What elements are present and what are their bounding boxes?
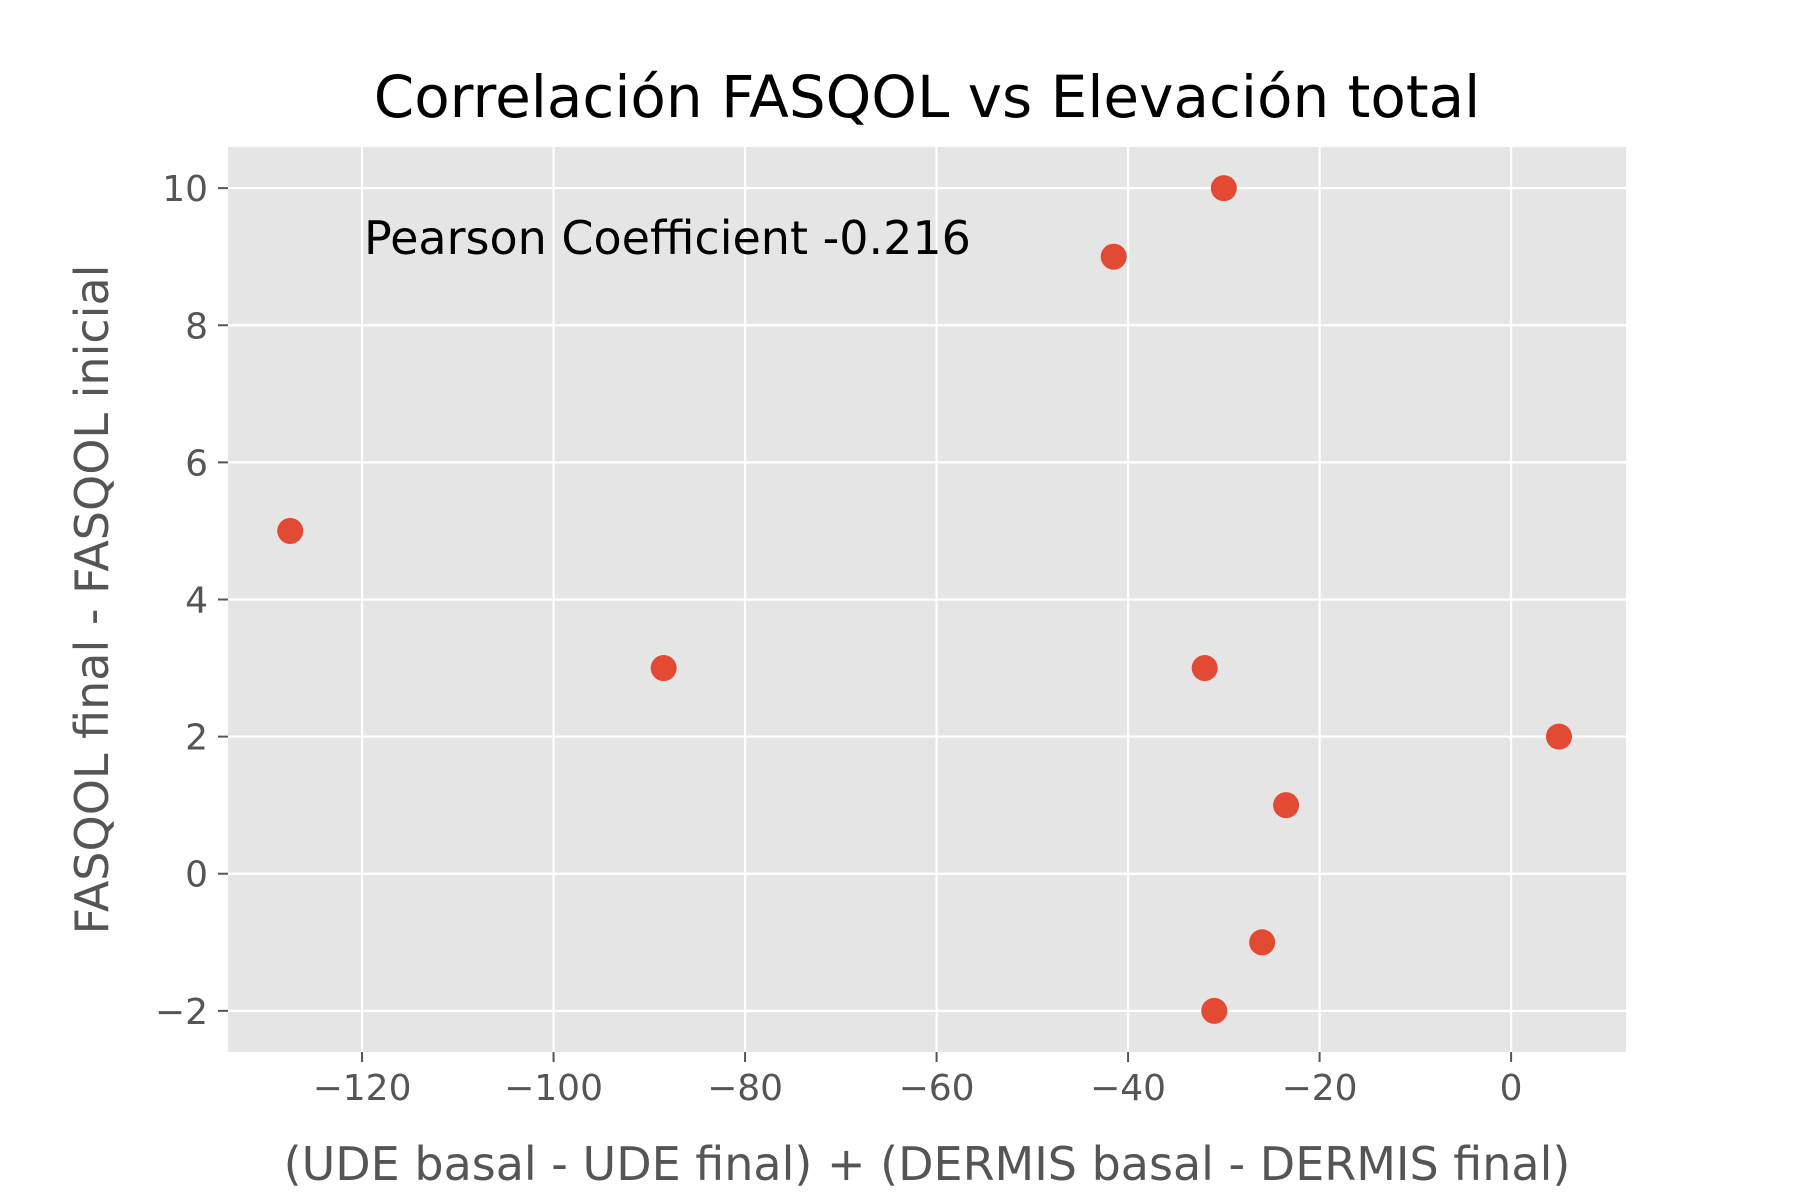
y-tick-label: 0 xyxy=(185,855,208,896)
scatter-point xyxy=(650,655,677,682)
x-tick-label: −60 xyxy=(899,1068,975,1109)
scatter-point xyxy=(1273,792,1300,819)
y-tick-label: 8 xyxy=(185,306,208,347)
scatter-point xyxy=(1249,929,1276,956)
chart-title: Correlación FASQOL vs Elevación total xyxy=(374,63,1481,131)
scatter-point xyxy=(1191,655,1218,682)
x-axis-label: (UDE basal - UDE final) + (DERMIS basal … xyxy=(284,1137,1571,1191)
x-tick-label: −20 xyxy=(1282,1068,1358,1109)
scatter-point xyxy=(1210,175,1237,202)
y-tick-label: 2 xyxy=(185,718,208,759)
scatter-point xyxy=(277,517,304,544)
x-tick-label: −80 xyxy=(707,1068,783,1109)
grid xyxy=(228,147,1626,1052)
scatter-point xyxy=(1201,997,1228,1024)
y-tick-label: 10 xyxy=(162,169,208,210)
data-points xyxy=(277,175,1572,1024)
x-tick-label: 0 xyxy=(1500,1068,1523,1109)
x-tick-label: −120 xyxy=(313,1068,412,1109)
scatter-point xyxy=(1545,723,1572,750)
y-axis-label: FASQOL final - FASQOL inicial xyxy=(65,265,119,935)
y-tick-label: 6 xyxy=(185,443,208,484)
scatter-point xyxy=(1100,243,1127,270)
x-tick-label: −40 xyxy=(1090,1068,1166,1109)
y-tick-label: 4 xyxy=(185,581,208,622)
pearson-annotation: Pearson Coefficient -0.216 xyxy=(364,211,971,265)
y-tick-label: −2 xyxy=(155,992,208,1033)
x-tick-label: −100 xyxy=(504,1068,603,1109)
